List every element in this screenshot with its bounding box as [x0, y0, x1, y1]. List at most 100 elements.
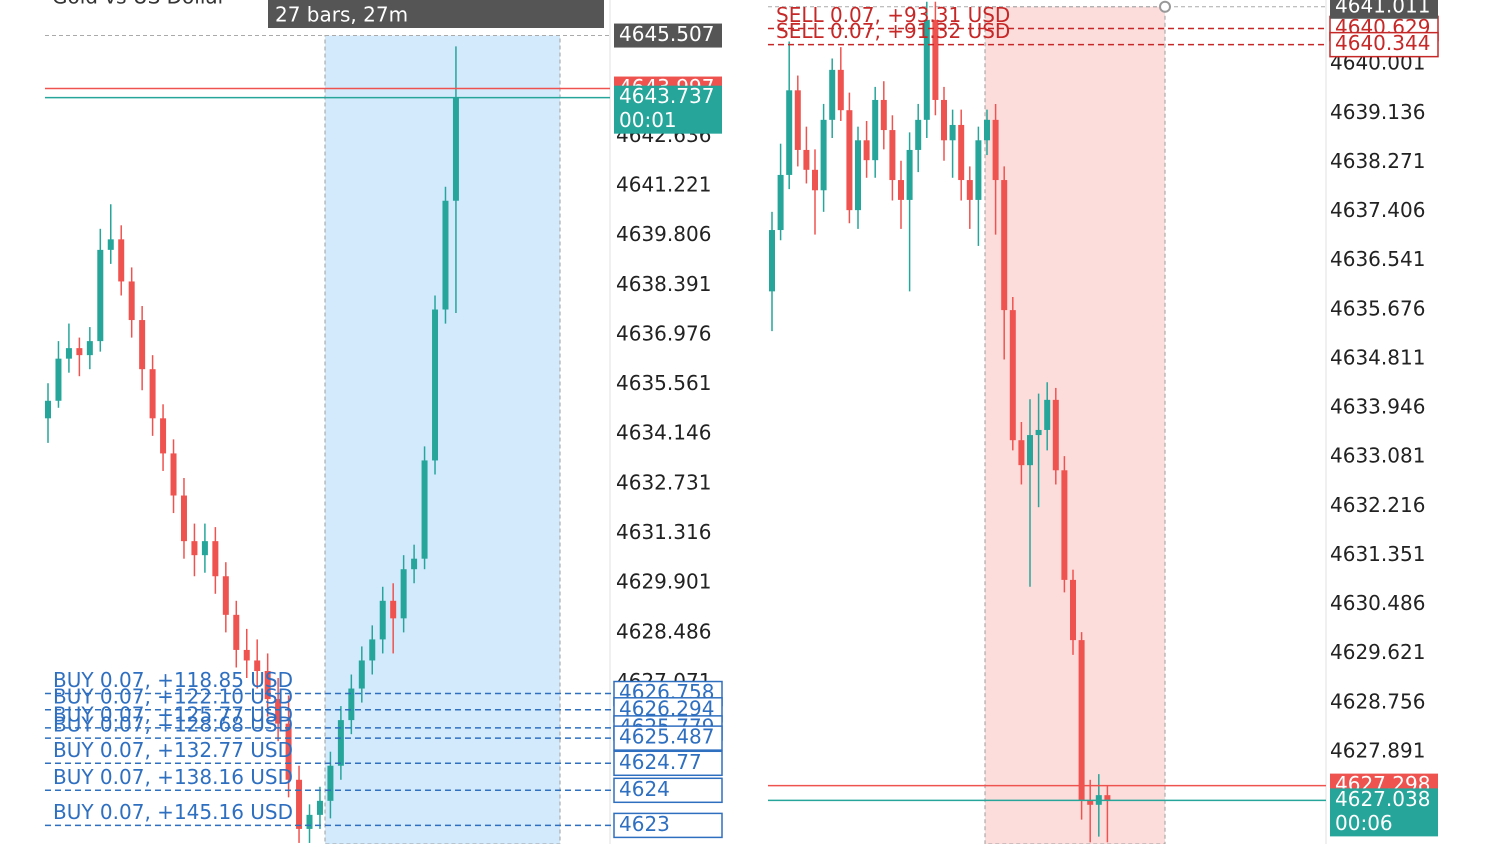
y-tick-label: 4632.216	[1330, 493, 1425, 517]
bid-box	[614, 85, 722, 134]
y-tick-label: 4635.561	[616, 371, 711, 395]
order-label[interactable]: BUY 0.07, +122.10 USD	[53, 684, 293, 708]
range-price-box	[1330, 0, 1438, 19]
candle-body	[285, 723, 292, 780]
candle-body	[65, 348, 72, 359]
candle-body	[180, 495, 187, 542]
candle-body	[222, 576, 229, 615]
order-label[interactable]: BUY 0.07, +118.85 USD	[53, 668, 293, 692]
candle-body	[379, 600, 386, 640]
candle-body	[794, 90, 801, 150]
order-label[interactable]: BUY 0.07, +125.77 USD	[53, 702, 293, 726]
range-price-box	[614, 23, 722, 48]
candle-body	[160, 418, 167, 454]
candle-body	[1027, 435, 1033, 466]
y-tick-label: 4636.541	[1330, 247, 1425, 271]
candle-body	[898, 180, 904, 200]
candle-body	[76, 348, 83, 356]
candle-body	[932, 19, 939, 100]
candle-body	[1044, 399, 1051, 430]
bid-box	[1330, 788, 1438, 837]
candle-body	[1052, 399, 1059, 471]
candle-body	[139, 320, 146, 370]
candle-body	[906, 149, 913, 200]
y-tick-label: 4631.316	[616, 520, 711, 544]
candle-body	[923, 19, 930, 120]
order-price-box	[613, 750, 723, 777]
order-price-box	[613, 725, 723, 751]
y-tick-label: 4633.081	[1330, 444, 1425, 468]
y-tick-label: 4631.351	[1330, 542, 1425, 566]
candle-body	[992, 119, 999, 181]
candle-body	[1070, 579, 1076, 641]
y-tick-label: 4633.946	[1330, 395, 1425, 419]
candle-body	[337, 720, 344, 766]
candle-body	[369, 639, 376, 661]
candle-body	[1061, 470, 1068, 580]
order-label[interactable]: BUY 0.07, +145.16 USD	[53, 800, 293, 824]
candle-body	[966, 180, 973, 200]
y-tick-label: 4637.406	[1330, 198, 1425, 222]
candle-body	[958, 124, 965, 181]
y-tick-label: 4628.486	[616, 619, 711, 643]
order-price-box	[1329, 31, 1439, 58]
bid-price: 4643.737	[619, 84, 714, 108]
order-price: 4640.344	[1335, 31, 1430, 55]
candle-body	[400, 569, 407, 619]
candle-body	[769, 230, 775, 292]
candle-body	[442, 200, 449, 310]
order-label[interactable]: SELL 0.07, +91.32 USD	[776, 19, 1010, 43]
candle-body	[275, 699, 282, 724]
order-price: 4624	[619, 777, 670, 801]
candle-body	[829, 69, 836, 120]
candle-body	[889, 130, 896, 181]
y-tick-label: 4630.486	[1330, 591, 1425, 615]
candle-body	[97, 249, 104, 342]
order-price: 4625.487	[619, 725, 714, 749]
range-tooltip-label: 27 bars, 27m	[275, 3, 408, 27]
y-tick-label: 4638.391	[616, 272, 711, 296]
candle-body	[1078, 640, 1085, 801]
candle-body	[327, 765, 334, 801]
candle-body	[306, 814, 313, 829]
candle-body	[786, 90, 793, 175]
candle-body	[128, 281, 135, 321]
candle-body	[421, 460, 428, 559]
candle-body	[411, 558, 418, 570]
range-handle[interactable]	[1159, 0, 1171, 13]
candle-body	[846, 110, 853, 211]
order-label[interactable]: BUY 0.07, +128.68 USD	[53, 713, 293, 737]
order-label[interactable]: SELL 0.07, +93.31 USD	[776, 3, 1010, 27]
candle-body	[855, 140, 861, 211]
candle-body	[316, 800, 323, 815]
y-tick-label: 4639.136	[1330, 100, 1425, 124]
y-tick-label: 4638.271	[1330, 149, 1425, 173]
y-tick-label: 4639.806	[616, 222, 711, 246]
candle-body	[201, 541, 208, 556]
y-tick-label: 4629.901	[616, 570, 711, 594]
candle-body	[191, 541, 198, 556]
candle-body	[390, 600, 397, 619]
candle-body	[264, 670, 271, 700]
order-price: 4623	[619, 812, 670, 836]
order-price-box	[613, 812, 723, 839]
chart-title: Gold vs US Dollar	[52, 0, 227, 9]
y-tick-label: 4634.811	[1330, 345, 1425, 369]
candle-body	[975, 140, 982, 200]
y-tick-label: 4628.756	[1330, 689, 1425, 713]
candle-body	[1001, 180, 1008, 311]
candle-body	[170, 453, 177, 496]
candle-body	[296, 779, 303, 829]
order-label[interactable]: BUY 0.07, +138.16 USD	[53, 765, 293, 789]
candle-body	[45, 400, 51, 419]
order-label[interactable]: BUY 0.07, +132.77 USD	[53, 738, 293, 762]
y-tick-label: 4627.891	[1330, 738, 1425, 762]
candle-body	[432, 309, 439, 461]
candle-body	[915, 119, 922, 150]
order-price: 4624.77	[619, 750, 702, 774]
candle-body	[777, 174, 784, 231]
candle-body	[812, 169, 818, 191]
candle-body	[358, 660, 365, 689]
